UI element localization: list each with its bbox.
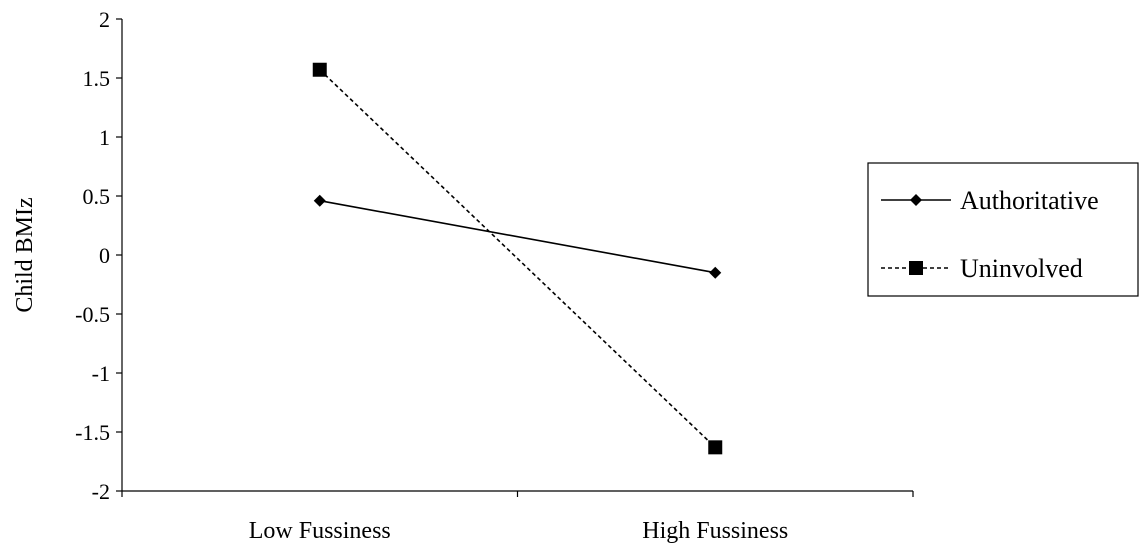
legend-label-uninvolved: Uninvolved bbox=[960, 254, 1083, 283]
data-point-authoritative bbox=[709, 266, 722, 279]
series-line-authoritative bbox=[319, 199, 716, 274]
x-tick-label: Low Fussiness bbox=[249, 518, 391, 544]
legend-label-authoritative: Authoritative bbox=[960, 186, 1099, 215]
y-tick-label: 2 bbox=[99, 7, 110, 32]
data-point-uninvolved bbox=[312, 62, 327, 77]
y-tick-label: 0 bbox=[99, 243, 110, 268]
y-tick-label: 1.5 bbox=[83, 66, 111, 91]
y-tick-label: 1 bbox=[99, 125, 110, 150]
data-point-authoritative bbox=[313, 194, 326, 207]
x-tick-label: High Fussiness bbox=[642, 518, 788, 544]
data-point-uninvolved bbox=[708, 440, 723, 455]
y-tick-label: -0.5 bbox=[75, 302, 110, 327]
y-axis-title: Child BMIz bbox=[12, 197, 38, 312]
y-tick-label: -1.5 bbox=[75, 420, 110, 445]
legend-marker-authoritative bbox=[910, 194, 922, 206]
y-tick-label: -1 bbox=[92, 361, 110, 386]
series-line-uninvolved bbox=[319, 69, 716, 448]
legend-marker-uninvolved bbox=[909, 261, 923, 275]
y-tick-label: 0.5 bbox=[83, 184, 111, 209]
y-tick-label: -2 bbox=[92, 479, 110, 504]
